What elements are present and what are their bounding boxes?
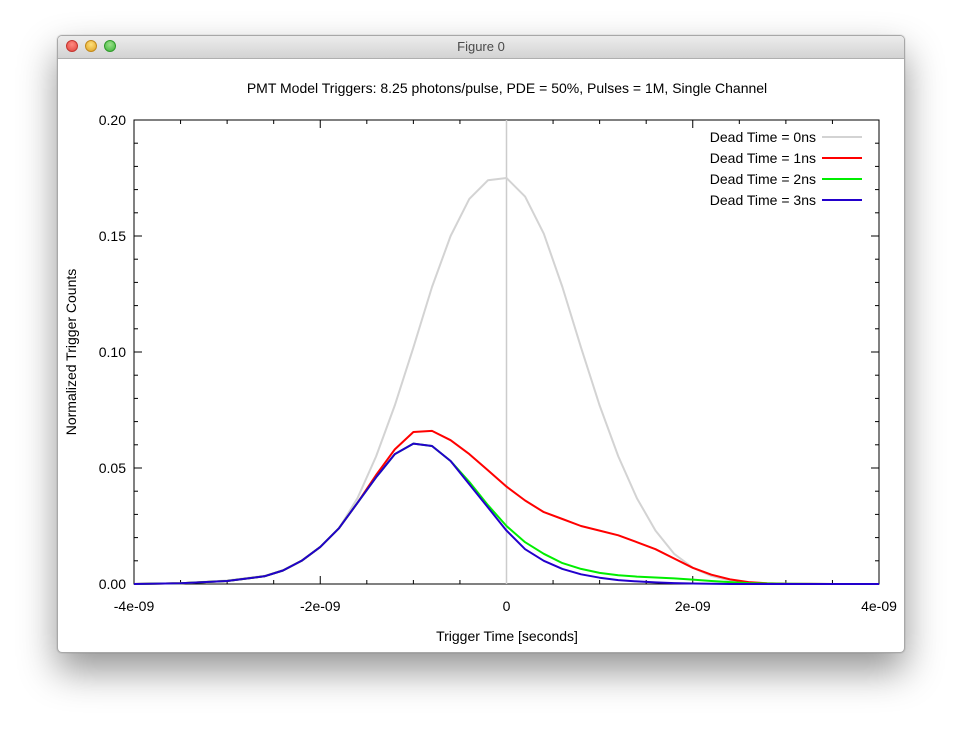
x-tick-label: 2e-09 [675,598,711,614]
y-tick-label: 0.20 [99,112,126,128]
window-titlebar[interactable]: Figure 0 [58,36,904,59]
window-title: Figure 0 [457,39,505,54]
y-axis-label: Normalized Trigger Counts [63,269,79,436]
series-lines [133,177,879,585]
y-tick-label: 0.15 [99,228,126,244]
series-line-3 [133,442,879,585]
minimize-window-icon[interactable] [85,40,97,52]
line-chart: PMT Model Triggers: 8.25 photons/pulse, … [63,80,897,644]
legend-label: Dead Time = 1ns [710,150,816,166]
x-tick-label: 4e-09 [861,598,897,614]
legend-label: Dead Time = 2ns [710,171,816,187]
y-tick-label: 0.10 [99,344,126,360]
x-axis-label: Trigger Time [seconds] [436,628,578,644]
x-tick-label: 0 [503,598,511,614]
y-tick-labels: 0.00 0.05 0.10 0.15 0.20 [99,112,126,592]
chart-title: PMT Model Triggers: 8.25 photons/pulse, … [247,80,767,96]
legend-label: Dead Time = 3ns [710,192,816,208]
x-tick-labels: -4e-09 -2e-09 0 2e-09 4e-09 [114,598,897,614]
x-tick-label: -4e-09 [114,598,155,614]
y-tick-label: 0.00 [99,576,126,592]
close-window-icon[interactable] [66,40,78,52]
zoom-window-icon[interactable] [104,40,116,52]
y-tick-label: 0.05 [99,460,126,476]
x-tick-label: -2e-09 [300,598,341,614]
plot-area: PMT Model Triggers: 8.25 photons/pulse, … [58,58,904,652]
legend: Dead Time = 0ns Dead Time = 1ns Dead Time … [710,129,862,208]
legend-label: Dead Time = 0ns [710,129,816,145]
figure-window: Figure 0 PMT Model Triggers: 8.25 photon… [57,35,905,653]
